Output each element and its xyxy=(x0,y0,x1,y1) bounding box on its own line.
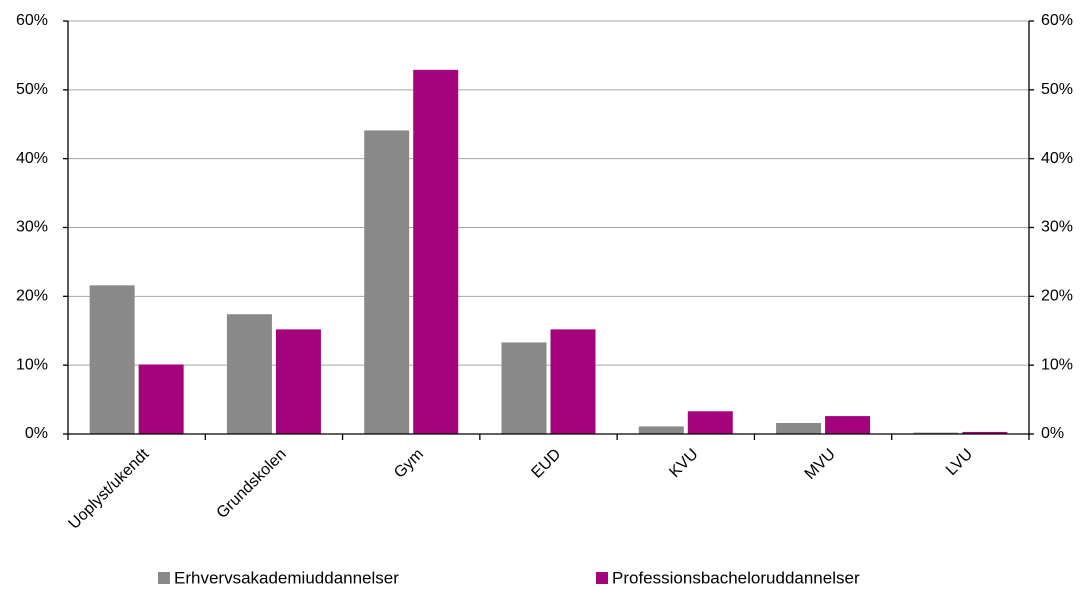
y2-tick-label: 60% xyxy=(1041,12,1073,29)
y2-tick-label: 20% xyxy=(1041,288,1073,305)
y2-tick-label: 40% xyxy=(1041,150,1073,167)
legend-swatch xyxy=(596,572,608,584)
y2-tick-label: 10% xyxy=(1041,356,1073,373)
bar xyxy=(687,411,733,434)
bar xyxy=(550,329,596,434)
bar xyxy=(226,314,272,434)
y-tick-label: 50% xyxy=(16,81,48,98)
bar xyxy=(962,431,1008,434)
y2-tick-label: 50% xyxy=(1041,81,1073,98)
bar xyxy=(638,426,684,434)
x-tick-label: EUD xyxy=(528,446,564,482)
bar xyxy=(275,329,321,434)
legend-label: Erhvervsakademiuddannelser xyxy=(174,568,399,587)
bar xyxy=(89,285,135,434)
y-tick-label: 10% xyxy=(16,356,48,373)
x-tick-label: Grundskolen xyxy=(214,446,290,522)
x-tick-label: MVU xyxy=(802,446,839,483)
bar xyxy=(501,342,547,434)
bar xyxy=(776,422,822,434)
bar xyxy=(913,432,959,434)
y2-tick-label: 30% xyxy=(1041,219,1073,236)
y-tick-label: 40% xyxy=(16,150,48,167)
x-tick-label: LVU xyxy=(943,446,976,479)
y-tick-label: 20% xyxy=(16,288,48,305)
bar xyxy=(138,364,184,434)
y2-tick-label: 0% xyxy=(1041,425,1064,442)
x-tick-label: KVU xyxy=(666,446,701,481)
x-tick-label: Uoplyst/ukendt xyxy=(66,445,153,532)
y-tick-label: 30% xyxy=(16,219,48,236)
bar xyxy=(825,416,871,434)
x-tick-label: Gym xyxy=(391,446,427,482)
legend-swatch xyxy=(158,572,170,584)
y-tick-label: 60% xyxy=(16,12,48,29)
bar xyxy=(413,69,459,434)
legend-label: Professionsbacheloruddannelser xyxy=(612,568,860,587)
bar xyxy=(364,130,410,434)
y-tick-label: 0% xyxy=(25,425,48,442)
